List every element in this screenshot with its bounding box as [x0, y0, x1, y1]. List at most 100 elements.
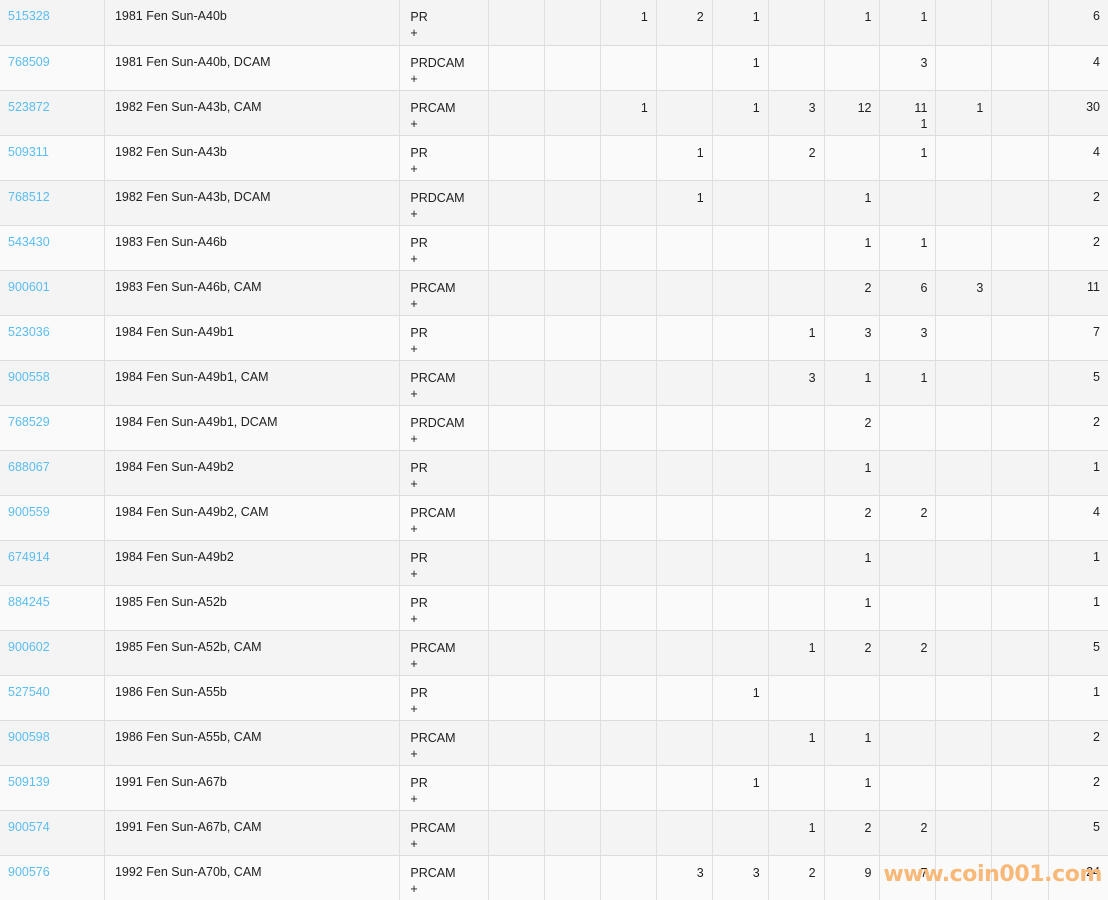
cert-id-link[interactable]: 515328 — [8, 9, 50, 23]
population-count-value — [489, 676, 543, 685]
population-count-cell: 3 — [879, 45, 937, 91]
population-count-cell — [824, 45, 881, 91]
population-count-cell — [656, 675, 713, 721]
cert-id-link[interactable]: 674914 — [8, 549, 50, 564]
cert-id-link[interactable]: 768512 — [8, 189, 50, 204]
population-count-value — [601, 586, 655, 595]
population-count-value — [880, 181, 934, 190]
cert-id-cell[interactable]: 900558 — [0, 360, 105, 406]
cert-id-cell[interactable]: 768509 — [0, 45, 105, 91]
population-count-value — [657, 676, 711, 685]
cert-id-cell[interactable]: 515328 — [0, 0, 105, 46]
population-count-value: 1 — [808, 325, 816, 340]
population-count-cell — [488, 630, 545, 676]
population-count-value — [825, 136, 879, 145]
grade-designation-cell: PR + — [399, 765, 490, 811]
population-count-cell — [488, 495, 545, 541]
cert-id-link[interactable]: 768529 — [8, 414, 50, 429]
cert-id-link[interactable]: 900559 — [8, 504, 50, 519]
cert-id-link[interactable]: 688067 — [8, 459, 50, 474]
grade-code: PRCAM — [410, 505, 456, 520]
cert-id-cell[interactable]: 768529 — [0, 405, 105, 451]
table-row: 515328 1981 Fen Sun-A40b PR +1 2 1 1 1 6 — [0, 0, 1108, 46]
population-count-value — [936, 676, 990, 685]
cert-id-cell[interactable]: 509311 — [0, 135, 105, 181]
cert-id-cell[interactable]: 900576 — [0, 855, 105, 900]
cert-id-link[interactable]: 543430 — [8, 234, 50, 249]
cert-id-link[interactable]: 509139 — [8, 774, 50, 789]
population-count-value — [657, 361, 711, 370]
cert-id-cell[interactable]: 523036 — [0, 315, 105, 361]
population-count-cell: 1 — [935, 90, 993, 136]
population-count-cell: 3 — [879, 315, 937, 361]
population-count-cell: 1 — [824, 765, 881, 811]
population-count-cell — [656, 765, 713, 811]
population-count-value — [880, 406, 934, 415]
cert-id-cell[interactable]: 900574 — [0, 810, 105, 856]
population-count-cell — [935, 0, 993, 46]
cert-id-link[interactable]: 523036 — [8, 324, 50, 339]
cert-id-cell[interactable]: 884245 — [0, 585, 105, 631]
population-count-value: 1 — [864, 595, 872, 610]
total-count-value: 6 — [1093, 9, 1100, 23]
population-count-value — [601, 631, 655, 640]
cert-id-link[interactable]: 900601 — [8, 279, 50, 294]
cert-id-cell[interactable]: 900598 — [0, 720, 105, 766]
coin-description-label: 1984 Fen Sun-A49b2 — [114, 459, 234, 474]
population-count-value: 1 — [752, 775, 760, 790]
cert-id-link[interactable]: 509311 — [8, 144, 49, 159]
population-count-value — [713, 721, 767, 730]
population-count-value: 1 — [864, 10, 872, 24]
population-count-cell — [544, 675, 601, 721]
population-count-cell — [935, 585, 993, 631]
grade-plus-modifier: + — [410, 746, 418, 761]
population-count-cell — [935, 360, 993, 406]
coin-description-cell: 1985 Fen Sun-A52b — [104, 585, 401, 631]
cert-id-link[interactable]: 900598 — [8, 729, 50, 744]
population-count-value — [769, 0, 823, 9]
population-count-cell — [824, 135, 881, 181]
population-count-value — [769, 271, 823, 280]
grade-designation-cell: PR + — [399, 540, 490, 586]
population-count-cell — [544, 270, 601, 316]
population-count-cell — [768, 450, 825, 496]
population-count-cell — [991, 450, 1050, 496]
cert-id-link[interactable]: 768509 — [8, 54, 50, 69]
cert-id-link[interactable]: 527540 — [8, 684, 50, 699]
population-count-cell: 1 — [656, 180, 713, 226]
cert-id-cell[interactable]: 768512 — [0, 180, 105, 226]
cert-id-cell[interactable]: 900559 — [0, 495, 105, 541]
population-count-value — [489, 0, 543, 9]
cert-id-link[interactable]: 884245 — [8, 594, 50, 609]
cert-id-link[interactable]: 900558 — [8, 369, 50, 384]
total-count-cell: 4 — [1048, 135, 1108, 181]
coin-description-cell: 1984 Fen Sun-A49b2 — [104, 450, 401, 496]
cert-id-cell[interactable]: 527540 — [0, 675, 105, 721]
cert-id-link[interactable]: 900574 — [8, 819, 50, 834]
cert-id-cell[interactable]: 900602 — [0, 630, 105, 676]
cert-id-link[interactable]: 523872 — [8, 99, 50, 114]
coin-description-cell: 1983 Fen Sun-A46b, CAM — [104, 270, 401, 316]
cert-id-link[interactable]: 900576 — [8, 864, 50, 879]
coin-description-label: 1984 Fen Sun-A49b1, DCAM — [114, 414, 278, 429]
population-count-value — [601, 226, 655, 235]
population-count-cell — [935, 450, 993, 496]
population-count-value — [713, 496, 767, 505]
cert-id-link[interactable]: 900602 — [8, 639, 50, 654]
total-count-cell: 2 — [1048, 720, 1108, 766]
population-count-cell — [768, 675, 825, 721]
cert-id-cell[interactable]: 674914 — [0, 540, 105, 586]
coin-description-label: 1984 Fen Sun-A49b1, CAM — [114, 369, 269, 384]
table-row: 768509 1981 Fen Sun-A40b, DCAM PRDCAM +1 3 4 — [0, 45, 1108, 91]
cert-id-cell[interactable]: 523872 — [0, 90, 105, 136]
cert-id-cell[interactable]: 509139 — [0, 765, 105, 811]
population-count-cell — [935, 405, 993, 451]
population-count-cell — [544, 450, 601, 496]
cert-id-cell[interactable]: 900601 — [0, 270, 105, 316]
grade-designation-label: PR + — [400, 226, 487, 267]
population-count-value — [601, 316, 655, 325]
grade-designation-label: PRCAM + — [400, 271, 487, 312]
grade-plus-modifier: + — [410, 656, 418, 671]
cert-id-cell[interactable]: 688067 — [0, 450, 105, 496]
cert-id-cell[interactable]: 543430 — [0, 225, 105, 271]
